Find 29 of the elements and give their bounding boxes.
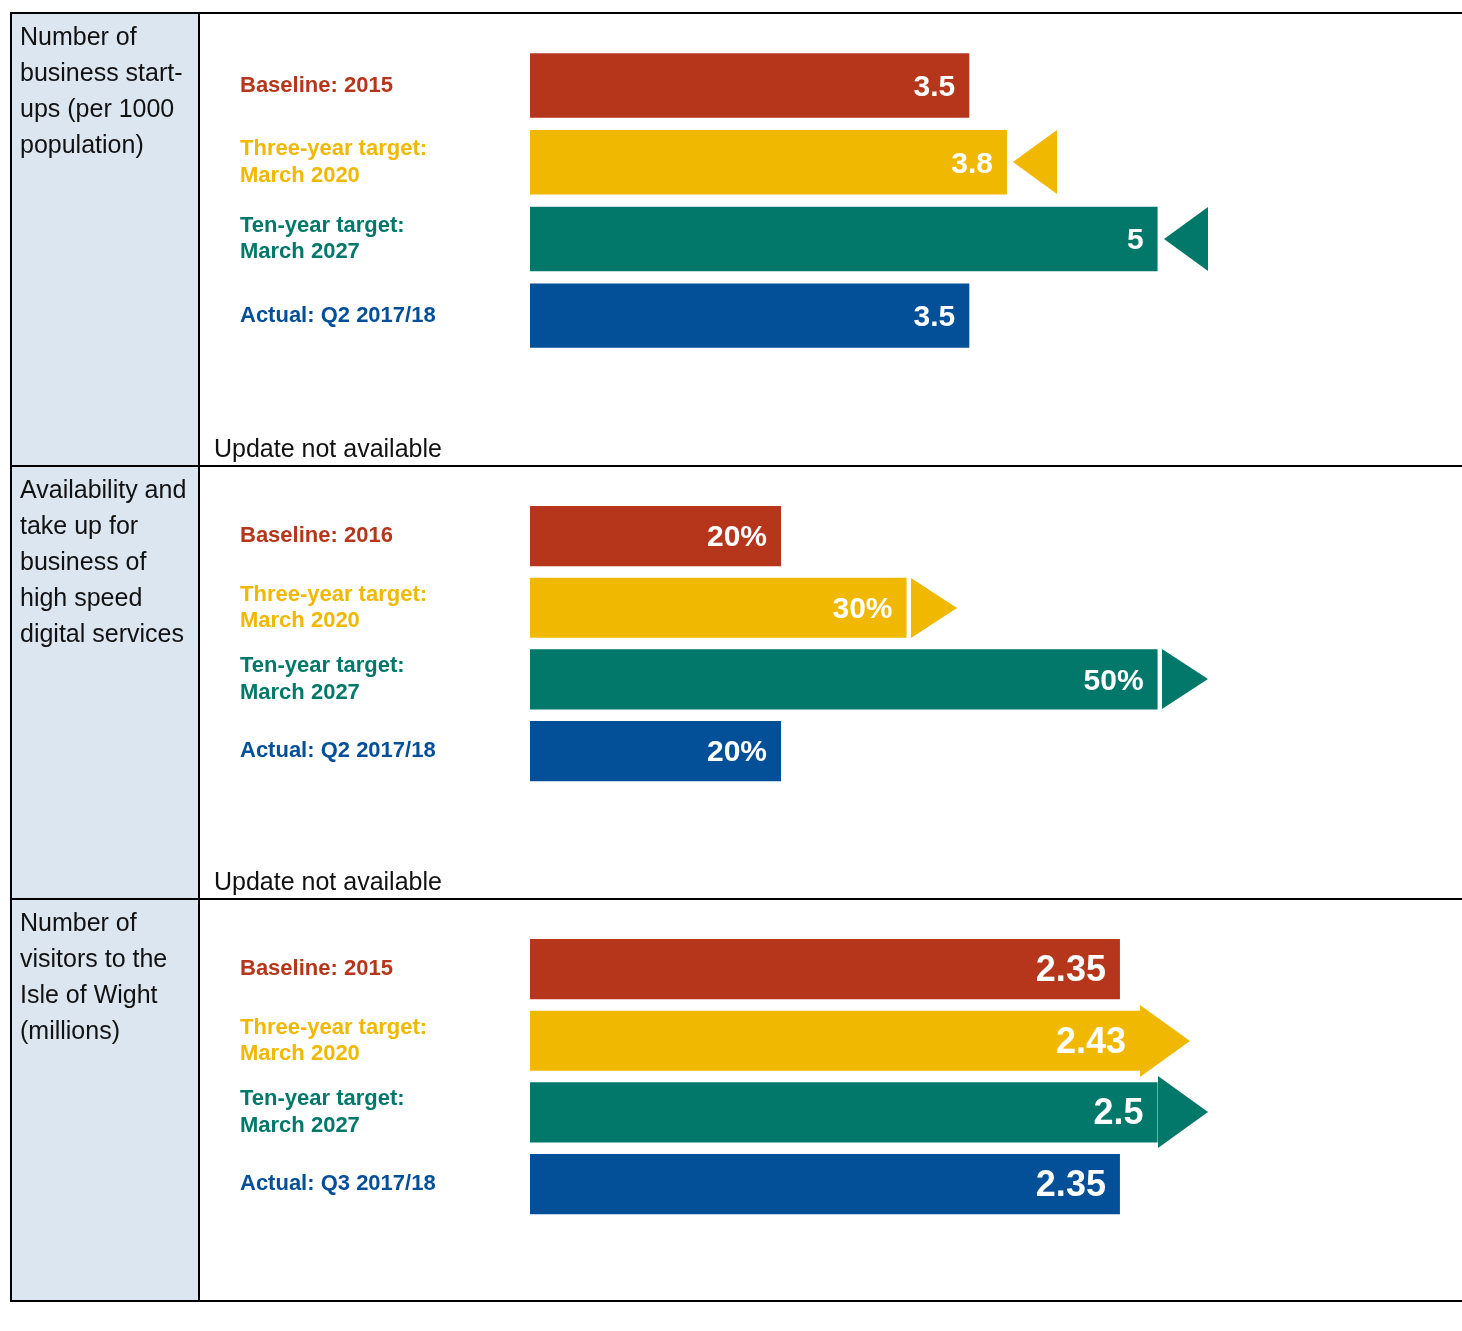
y-tick-label: Three-year target: March 2020 bbox=[240, 1013, 428, 1066]
data-label: 2.43 bbox=[1055, 1019, 1127, 1061]
data-label: 3.5 bbox=[913, 68, 956, 102]
y-tick-label: Ten-year target: March 2027 bbox=[240, 1085, 405, 1137]
y-axis-title: Number of business start-ups (per 1000 population) bbox=[10, 14, 200, 465]
data-label: 3.8 bbox=[951, 145, 993, 179]
data-label: 50% bbox=[1083, 662, 1144, 696]
data-label: 2.5 bbox=[1093, 1091, 1144, 1133]
data-label: 20% bbox=[706, 734, 768, 768]
text: Update not available bbox=[213, 434, 443, 464]
data-label: 20% bbox=[706, 519, 768, 553]
data-label: 3.5 bbox=[913, 298, 956, 332]
y-tick-label: Baseline: 2015 bbox=[240, 955, 393, 981]
y-tick-label: Three-year target: March 2020 bbox=[240, 135, 428, 187]
y-tick-label: Baseline: 2015 bbox=[240, 71, 393, 97]
y-axis-title: Number of visitors to the Isle of Wight (millions) bbox=[10, 900, 200, 1300]
y-tick-label: Actual: Q3 2017/18 bbox=[240, 1170, 436, 1196]
y-tick-label: Ten-year target: March 2027 bbox=[240, 211, 405, 264]
y-tick-label: Baseline: 2016 bbox=[240, 522, 393, 548]
y-axis-title: Availability and take up for business of high speed digital services bbox=[10, 467, 200, 898]
y-tick-label: Actual: Q2 2017/18 bbox=[240, 737, 436, 763]
data-label: 2.35 bbox=[1035, 947, 1106, 989]
data-label: 5 bbox=[1126, 222, 1144, 256]
y-tick-label: Ten-year target: March 2027 bbox=[240, 652, 405, 704]
y-tick-label: Three-year target: March 2020 bbox=[240, 580, 428, 633]
data-label: 30% bbox=[832, 591, 893, 625]
data-label: 2.35 bbox=[1035, 1163, 1106, 1205]
y-tick-label: Actual: Q2 2017/18 bbox=[240, 301, 436, 327]
text: Update not available bbox=[213, 867, 443, 897]
